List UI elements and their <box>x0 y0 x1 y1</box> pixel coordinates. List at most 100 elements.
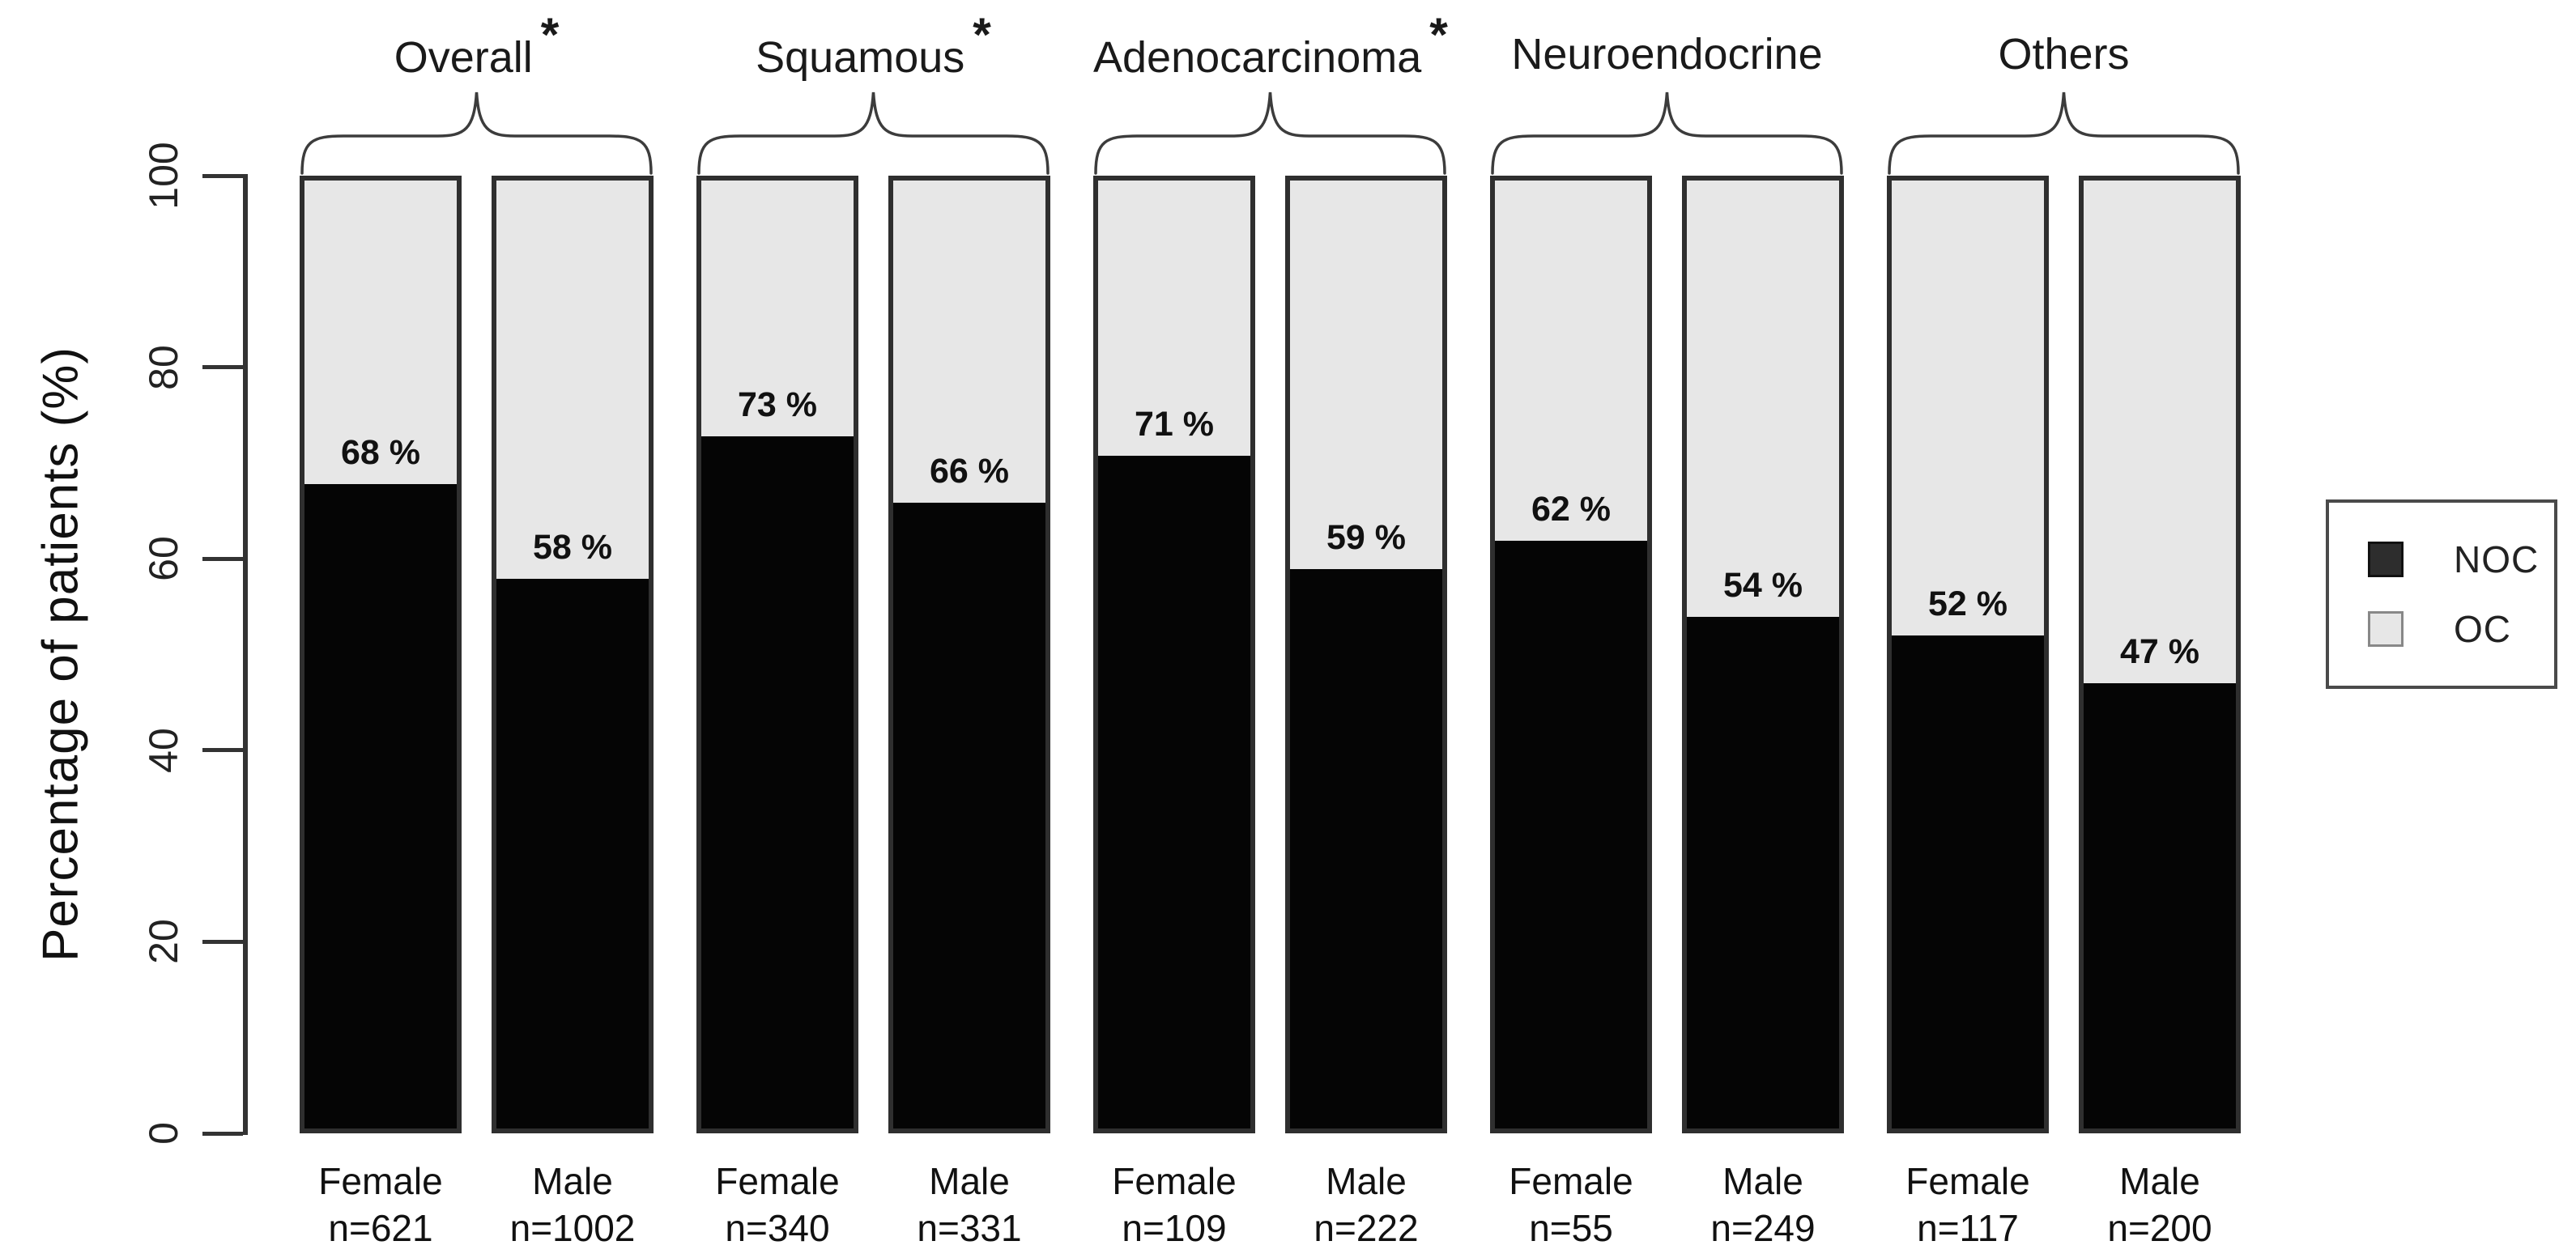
group-label: Overall * <box>300 9 654 83</box>
legend-label-oc: OC <box>2454 608 2511 651</box>
x-label-n: n=200 <box>2107 1207 2212 1249</box>
noc-pct-label: 73 % <box>737 385 817 425</box>
oc-swatch-icon <box>2368 611 2404 648</box>
stacked-bar-male: 54 % <box>1682 176 1844 1133</box>
x-label-n: n=55 <box>1529 1207 1613 1249</box>
x-label-sex: Female <box>715 1160 840 1202</box>
stacked-bar-male: 47 % <box>2079 176 2241 1133</box>
group-brace <box>1887 87 2241 175</box>
group-label: Others <box>1887 29 2241 79</box>
brace-icon <box>300 91 653 175</box>
noc-pct-label: 68 % <box>340 432 420 472</box>
group-label-text: Adenocarcinoma <box>1093 33 1422 82</box>
noc-segment <box>1892 635 2044 1128</box>
oc-segment <box>1290 181 1442 569</box>
noc-segment <box>1098 455 1250 1128</box>
x-label-n: n=249 <box>1710 1207 1816 1249</box>
x-label-sex: Male <box>2119 1160 2200 1202</box>
x-label-n: n=117 <box>1917 1207 2019 1249</box>
group-brace <box>1490 87 1844 175</box>
group-label-text: Squamous <box>756 33 965 82</box>
group-label-text: Neuroendocrine <box>1511 30 1823 79</box>
x-label-n: n=340 <box>725 1207 830 1249</box>
stacked-bar-female: 62 % <box>1490 176 1652 1133</box>
noc-segment <box>496 578 649 1128</box>
noc-segment <box>893 503 1045 1128</box>
group-brace <box>300 87 654 175</box>
x-label-n: n=222 <box>1314 1207 1419 1249</box>
x-label-n: n=331 <box>917 1207 1022 1249</box>
y-tick-label: 80 <box>141 344 186 390</box>
oc-segment <box>2084 181 2236 683</box>
y-axis-line <box>243 174 248 1135</box>
noc-pct-label: 62 % <box>1531 489 1611 529</box>
group-label-text: Overall <box>394 33 533 82</box>
significance-asterisk: * <box>540 9 560 62</box>
noc-pct-label: 71 % <box>1134 404 1214 444</box>
group-label: Squamous * <box>696 9 1050 83</box>
group-label: Adenocarcinoma * <box>1093 9 1448 83</box>
noc-pct-label: 59 % <box>1326 518 1406 558</box>
y-tick <box>202 939 243 944</box>
stacked-bar-female: 52 % <box>1887 176 2049 1133</box>
oc-segment <box>1687 181 1839 617</box>
y-tick-label: 40 <box>141 727 186 773</box>
x-label-sex: Male <box>1326 1160 1407 1202</box>
noc-pct-label: 52 % <box>1927 584 2008 624</box>
noc-segment <box>1687 616 1839 1128</box>
stacked-bar-male: 66 % <box>888 176 1050 1133</box>
group-brace <box>696 87 1050 175</box>
group-label: Neuroendocrine <box>1490 29 1844 79</box>
noc-segment <box>1495 540 1647 1128</box>
y-tick <box>202 365 243 370</box>
stacked-bar-female: 68 % <box>300 176 462 1133</box>
y-tick-label: 100 <box>141 142 186 210</box>
noc-pct-label: 54 % <box>1722 565 1803 605</box>
group-brace <box>1093 87 1447 175</box>
stacked-bar-male: 58 % <box>492 176 654 1133</box>
x-label-sex: Male <box>1722 1160 1803 1202</box>
legend-item-noc: NOC <box>2329 538 2554 581</box>
noc-pct-label: 47 % <box>2119 631 2199 671</box>
noc-segment <box>701 436 854 1128</box>
stacked-bar-male: 59 % <box>1285 176 1447 1133</box>
y-tick <box>202 173 243 178</box>
y-tick <box>202 556 243 561</box>
significance-asterisk: * <box>1429 9 1448 62</box>
x-label-n: n=621 <box>328 1207 433 1249</box>
stacked-bar-female: 71 % <box>1093 176 1255 1133</box>
legend-item-oc: OC <box>2329 607 2554 651</box>
x-label-n: n=109 <box>1122 1207 1227 1249</box>
oc-segment <box>1892 181 2044 635</box>
x-label-sex: Male <box>532 1160 613 1202</box>
noc-segment <box>1290 569 1442 1128</box>
x-label-sex: Female <box>1509 1160 1633 1202</box>
x-label-sex: Female <box>318 1160 443 1202</box>
noc-pct-label: 66 % <box>929 452 1009 491</box>
y-tick <box>202 748 243 753</box>
significance-asterisk: * <box>973 9 991 62</box>
x-label-sex: Female <box>1112 1160 1237 1202</box>
oc-segment <box>1495 181 1647 541</box>
brace-icon <box>1491 91 1843 175</box>
group-label-text: Others <box>1998 30 2130 79</box>
y-tick-label: 20 <box>141 919 186 965</box>
y-tick-label: 60 <box>141 536 186 581</box>
x-label-sex: Female <box>1905 1160 2030 1202</box>
legend: NOC OC <box>2326 499 2557 689</box>
x-label-n: n=1002 <box>509 1207 636 1249</box>
noc-segment <box>304 483 457 1128</box>
legend-label-noc: NOC <box>2454 538 2540 580</box>
x-label-sex: Male <box>929 1160 1010 1202</box>
noc-swatch-icon <box>2368 541 2404 577</box>
y-tick-label: 0 <box>141 1122 186 1145</box>
brace-icon <box>1888 91 2240 175</box>
brace-icon <box>697 91 1050 175</box>
stacked-bar-female: 73 % <box>696 176 858 1133</box>
noc-segment <box>2084 682 2236 1128</box>
y-tick <box>202 1131 243 1136</box>
oc-segment <box>496 181 649 579</box>
noc-pct-label: 58 % <box>532 527 612 567</box>
